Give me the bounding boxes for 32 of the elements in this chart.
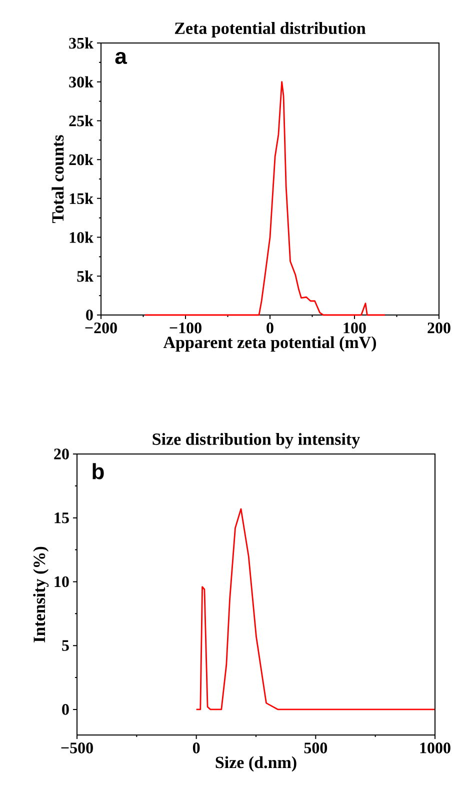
x-tick-label: −500 (61, 742, 93, 754)
y-tick-label: 10k (70, 232, 94, 243)
chart-title: Zeta potential distribution (174, 22, 366, 38)
chart-title: Size distribution by intensity (152, 433, 360, 448)
y-tick-label: 10 (54, 576, 69, 588)
x-axis-title: Size (d.nm) (216, 756, 296, 772)
x-tick-label: 1000 (420, 742, 450, 754)
x-tick-label: 0 (192, 742, 200, 754)
x-tick-label: −100 (170, 322, 202, 334)
y-tick-label: 20 (54, 448, 69, 460)
x-tick-label: 500 (304, 742, 328, 754)
y-tick-label: 0 (62, 704, 69, 715)
y-tick-label: 25k (69, 115, 94, 126)
annotation: a (115, 52, 128, 64)
y-tick-label: 5 (62, 640, 69, 651)
annotation: b (92, 463, 104, 480)
line-series (196, 508, 436, 710)
y-tick-label: 35k (69, 37, 94, 49)
y-tick-label: 30k (69, 76, 94, 88)
x-tick-label: 100 (344, 322, 366, 334)
line-series (144, 81, 386, 316)
y-axis-title: Intensity (%) (33, 546, 49, 642)
y-tick-label: 20k (69, 154, 94, 166)
x-tick-label: 0 (266, 322, 274, 334)
x-axis-title: Apparent zeta potential (mV) (163, 336, 376, 352)
y-tick-label: 15k (70, 192, 94, 204)
y-axis-title: Total counts (52, 135, 64, 224)
y-tick-label: 0 (86, 310, 93, 320)
x-tick-label: 200 (428, 322, 450, 334)
x-tick-label: −200 (85, 322, 117, 334)
y-tick-label: 5k (77, 270, 94, 282)
y-tick-label: 15 (54, 512, 69, 524)
